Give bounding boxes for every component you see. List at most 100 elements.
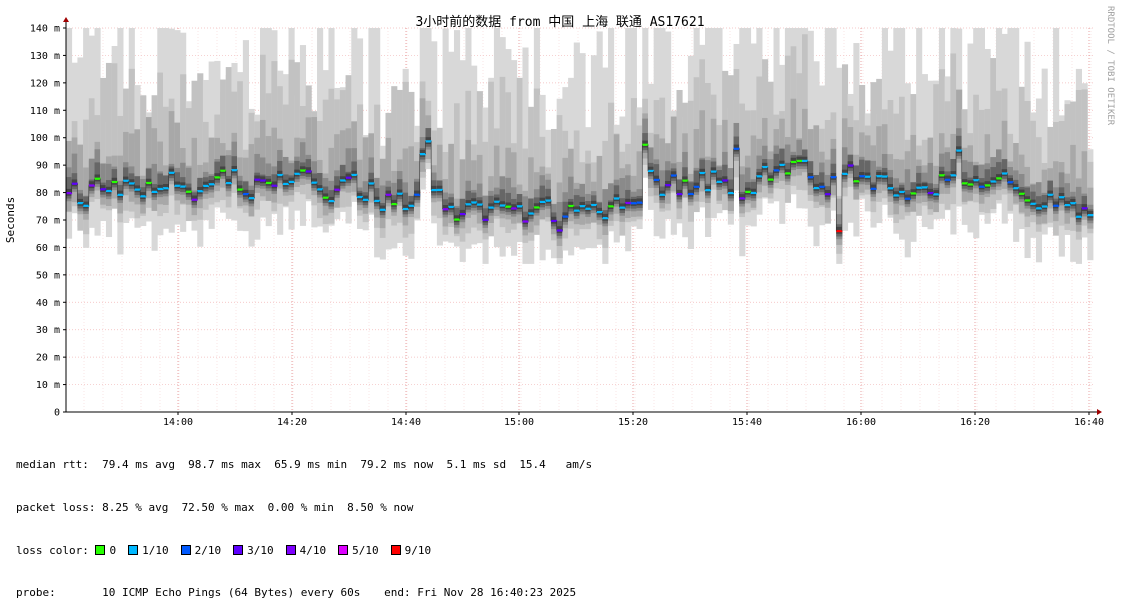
median-segment	[391, 202, 398, 206]
y-tick-label: 120 m	[30, 78, 60, 89]
smoke-band	[853, 165, 860, 187]
smoke-band	[585, 163, 592, 224]
median-segment	[744, 190, 752, 193]
median-segment	[379, 208, 386, 211]
median-segment	[950, 174, 957, 177]
median-segment	[516, 205, 523, 208]
smoke-band	[94, 162, 101, 185]
median-segment	[824, 193, 831, 196]
smoke-band	[676, 90, 683, 220]
smoke-band	[231, 156, 238, 176]
median-line	[66, 140, 1094, 233]
median-segment	[151, 190, 158, 193]
median-segment	[990, 180, 997, 183]
smoke-band	[864, 160, 871, 183]
smoke-band	[1018, 86, 1025, 215]
loss-color-swatch	[95, 544, 106, 555]
smoke-band	[77, 144, 84, 215]
smoke-band	[625, 28, 632, 252]
smoke-band	[596, 155, 603, 225]
smoke-band	[693, 129, 700, 202]
median-segment	[750, 191, 757, 195]
median-segment	[334, 188, 341, 191]
y-tick-label: 90 m	[36, 161, 60, 172]
median-segment	[282, 182, 289, 186]
median-segment	[482, 218, 489, 221]
smoke-band	[191, 137, 198, 216]
median-segment	[1064, 203, 1071, 207]
median-segment	[978, 185, 985, 188]
median-segment	[88, 184, 95, 187]
median-segment	[619, 206, 626, 209]
smoke-band	[767, 81, 774, 199]
median-segment	[436, 188, 443, 192]
median-segment	[653, 178, 660, 181]
smoke-band	[802, 108, 809, 173]
median-segment	[796, 159, 803, 162]
median-segment	[910, 192, 917, 195]
loss-color-swatch	[390, 544, 401, 555]
median-segment	[414, 193, 421, 196]
y-tick-label: 20 m	[36, 353, 60, 364]
smoke-band	[813, 125, 820, 202]
smoke-band	[944, 152, 951, 188]
median-segment	[100, 188, 107, 191]
x-tick-label: 14:20	[277, 417, 307, 428]
median-segment	[368, 182, 375, 185]
smoke-band	[225, 67, 232, 208]
median-segment	[813, 186, 820, 190]
smoke-band	[185, 108, 192, 222]
median-segment	[254, 178, 261, 181]
median-segment	[505, 205, 512, 208]
median-segment	[710, 170, 717, 173]
smoke-band	[956, 89, 963, 163]
smoke-band	[322, 99, 329, 225]
smoke-band	[83, 167, 90, 220]
smoke-band	[299, 142, 307, 179]
smoke-band	[899, 96, 906, 220]
median-segment	[362, 198, 369, 201]
median-segment	[339, 179, 346, 182]
smoke-band	[670, 116, 677, 192]
smoke-band	[973, 94, 980, 203]
median-segment	[356, 195, 364, 199]
smoke-band	[996, 162, 1003, 184]
smoke-band	[990, 58, 997, 210]
smoke-band	[145, 168, 152, 189]
median-segment	[722, 179, 729, 182]
median-segment	[693, 185, 700, 188]
smoke-band	[665, 170, 672, 191]
smoke-band	[408, 146, 415, 218]
smoke-band	[151, 163, 158, 201]
median-segment	[145, 181, 152, 185]
median-segment	[568, 204, 575, 208]
median-segment	[402, 207, 409, 211]
median-segment	[1030, 202, 1037, 205]
smoke-band	[162, 106, 170, 214]
smoke-band	[71, 153, 78, 192]
median-segment	[659, 193, 666, 196]
smoke-band	[693, 170, 700, 193]
x-tick-label: 16:20	[960, 417, 990, 428]
median-segment	[1075, 215, 1082, 218]
median-segment	[887, 187, 894, 190]
smoke-band	[442, 28, 449, 242]
median-segment	[1070, 202, 1077, 205]
smoke-band	[608, 102, 615, 226]
median-segment	[956, 149, 963, 152]
median-segment	[630, 202, 637, 205]
median-segment	[162, 187, 170, 190]
smoke-band	[807, 161, 814, 183]
median-segment	[579, 205, 586, 208]
median-segment	[961, 182, 968, 185]
median-segment	[408, 204, 415, 207]
smoke-band	[180, 74, 187, 205]
probe-row: probe: 10 ICMP Echo Pings (64 Bytes) eve…	[16, 586, 592, 600]
smoke-band	[499, 76, 506, 228]
y-axis-label: Seconds	[4, 197, 17, 243]
smoke-band	[157, 173, 164, 195]
median-segment	[539, 200, 546, 204]
smoke-band	[779, 148, 786, 171]
median-segment	[864, 175, 871, 178]
y-tick-label: 40 m	[36, 298, 60, 309]
